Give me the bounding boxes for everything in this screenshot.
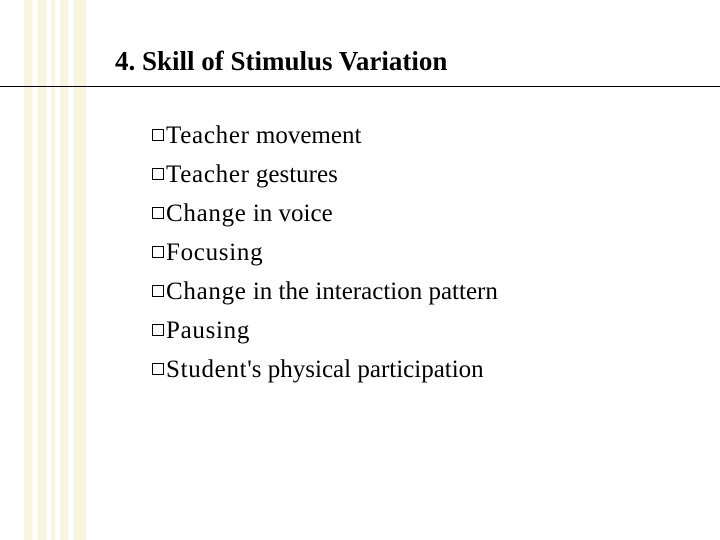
list-item: Focusing — [152, 233, 498, 272]
title-underline — [0, 86, 720, 87]
item-rest: gestures — [250, 161, 338, 188]
item-lead: Teacher — [166, 122, 250, 149]
bullet-list: Teacher movement Teacher gestures Change… — [152, 116, 498, 389]
slide-title: 4. Skill of Stimulus Variation — [115, 46, 447, 77]
item-lead: Student — [166, 356, 247, 383]
decorative-left-stripes — [24, 0, 86, 540]
item-rest: in voice — [247, 200, 333, 227]
list-item: Change in voice — [152, 194, 498, 233]
item-rest: 's physical participation — [247, 356, 483, 383]
square-bullet-icon — [152, 129, 164, 141]
item-lead: Change — [166, 200, 247, 227]
item-lead: Change — [166, 278, 247, 305]
list-item: Change in the interaction pattern — [152, 272, 498, 311]
square-bullet-icon — [152, 246, 164, 258]
square-bullet-icon — [152, 285, 164, 297]
item-lead: Focusing — [166, 239, 263, 266]
list-item: Pausing — [152, 311, 498, 350]
square-bullet-icon — [152, 168, 164, 180]
square-bullet-icon — [152, 363, 164, 375]
square-bullet-icon — [152, 324, 164, 336]
square-bullet-icon — [152, 207, 164, 219]
item-rest: in the interaction pattern — [247, 278, 498, 305]
list-item: Student's physical participation — [152, 350, 498, 389]
item-lead: Pausing — [166, 317, 250, 344]
item-lead: Teacher — [166, 161, 250, 188]
list-item: Teacher movement — [152, 116, 498, 155]
list-item: Teacher gestures — [152, 155, 498, 194]
item-rest: movement — [250, 122, 362, 149]
